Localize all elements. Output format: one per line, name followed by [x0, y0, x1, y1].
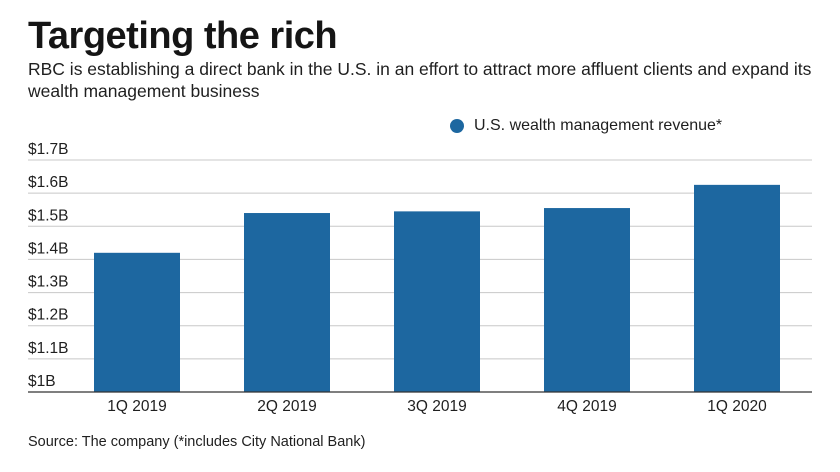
- x-tick-label: 3Q 2019: [407, 398, 466, 415]
- x-tick-label: 2Q 2019: [257, 398, 316, 415]
- x-tick-label: 4Q 2019: [557, 398, 616, 415]
- bar: [544, 208, 630, 392]
- bar: [694, 184, 780, 392]
- chart-title: Targeting the rich: [28, 15, 338, 57]
- y-tick-label: $1.1B: [28, 340, 69, 357]
- chart-subtitle: RBC is establishing a direct bank in the…: [28, 59, 812, 101]
- bar: [94, 252, 180, 392]
- legend-swatch: [450, 119, 464, 133]
- y-tick-label: $1.6B: [28, 174, 69, 191]
- legend-label: U.S. wealth management revenue*: [474, 117, 723, 134]
- y-tick-label: $1.5B: [28, 207, 69, 224]
- y-tick-label: $1.7B: [28, 141, 69, 158]
- bar: [394, 211, 480, 392]
- legend: U.S. wealth management revenue*: [450, 117, 722, 135]
- source-note: Source: The company (*includes City Nati…: [28, 434, 366, 450]
- y-tick-label: $1.3B: [28, 274, 69, 291]
- bar: [244, 213, 330, 392]
- x-tick-label: 1Q 2019: [107, 398, 166, 415]
- y-tick-label: $1B: [28, 373, 56, 390]
- y-tick-label: $1.4B: [28, 240, 69, 257]
- y-tick-label: $1.2B: [28, 307, 69, 324]
- x-tick-label: 1Q 2020: [707, 398, 767, 415]
